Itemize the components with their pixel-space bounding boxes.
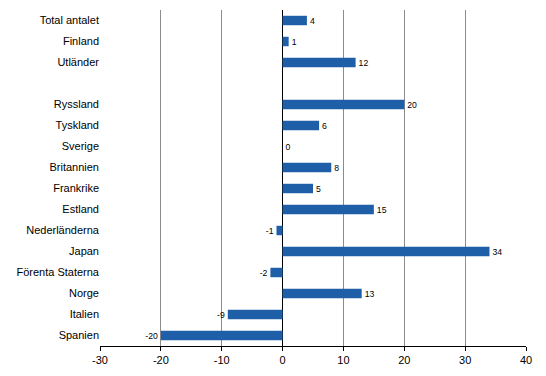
- svg-text:20: 20: [398, 354, 410, 366]
- svg-text:Tyskland: Tyskland: [56, 119, 99, 131]
- svg-text:10: 10: [337, 354, 349, 366]
- svg-text:Utländer: Utländer: [57, 56, 99, 68]
- svg-text:15: 15: [377, 205, 387, 215]
- svg-text:5: 5: [316, 184, 321, 194]
- svg-text:8: 8: [334, 163, 339, 173]
- svg-text:Total antalet: Total antalet: [40, 14, 99, 26]
- svg-text:30: 30: [459, 354, 471, 366]
- svg-text:40: 40: [520, 354, 532, 366]
- svg-text:0: 0: [280, 354, 286, 366]
- svg-text:Förenta Staterna: Förenta Staterna: [16, 266, 99, 278]
- svg-text:-2: -2: [260, 268, 268, 278]
- svg-text:Norge: Norge: [69, 287, 99, 299]
- svg-text:-20: -20: [153, 354, 169, 366]
- svg-text:12: 12: [359, 58, 369, 68]
- svg-text:-9: -9: [217, 310, 225, 320]
- svg-text:Nederländerna: Nederländerna: [26, 224, 100, 236]
- svg-text:Japan: Japan: [69, 245, 99, 257]
- svg-text:4: 4: [310, 16, 315, 26]
- svg-text:Spanien: Spanien: [59, 329, 99, 341]
- svg-text:13: 13: [365, 289, 375, 299]
- svg-text:Britannien: Britannien: [49, 161, 99, 173]
- svg-text:Italien: Italien: [70, 308, 99, 320]
- svg-text:Sverige: Sverige: [62, 140, 99, 152]
- svg-text:0: 0: [286, 142, 291, 152]
- svg-text:6: 6: [322, 121, 327, 131]
- svg-text:-20: -20: [145, 331, 158, 341]
- svg-text:-30: -30: [92, 354, 108, 366]
- svg-text:20: 20: [407, 100, 417, 110]
- svg-text:Estland: Estland: [62, 203, 99, 215]
- svg-text:Finland: Finland: [63, 35, 99, 47]
- svg-text:Ryssland: Ryssland: [54, 98, 99, 110]
- svg-text:1: 1: [292, 37, 297, 47]
- svg-text:34: 34: [492, 247, 502, 257]
- svg-text:-10: -10: [214, 354, 230, 366]
- svg-text:-1: -1: [266, 226, 274, 236]
- svg-text:Frankrike: Frankrike: [53, 182, 99, 194]
